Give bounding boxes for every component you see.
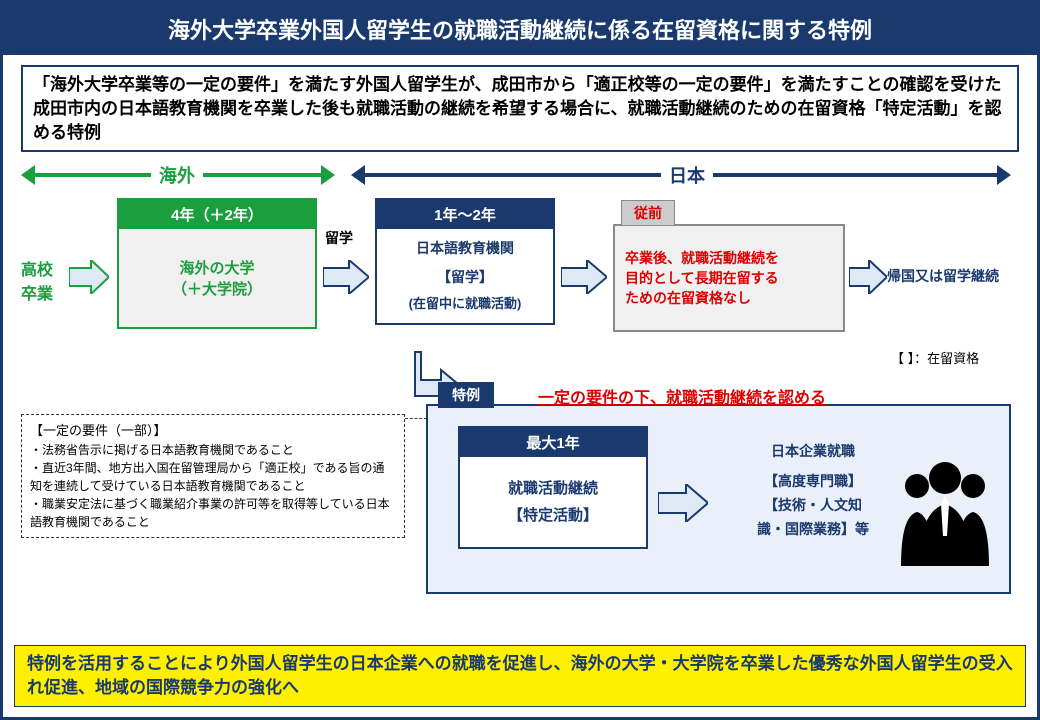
flow-row: 高校 卒業 4年（＋2年） 海外の大学 （＋大学院） 留学 1年～2年 日本語教… xyxy=(21,198,1019,378)
region-row: 海外 日本 xyxy=(21,160,1019,190)
req-title: 【一定の要件（一部）】 xyxy=(30,421,396,441)
requirements-box: 【一定の要件（一部）】 ・法務省告示に掲げる日本語教育機関であること ・直近3年… xyxy=(21,414,405,538)
page-container: 海外大学卒業外国人留学生の就職活動継続に係る在留資格に関する特例 「海外大学卒業… xyxy=(0,0,1040,720)
arrow-4 xyxy=(849,260,887,294)
arrow-2 xyxy=(323,260,369,294)
jls-box: 1年～2年 日本語教育機関 【留学】 (在留中に就職活動) xyxy=(375,198,555,325)
region-overseas: 海外 xyxy=(151,162,203,188)
result-box: 日本企業就職 【高度専門職】 【技術・人文知 識・国際業務】等 xyxy=(718,432,908,541)
jls-header: 1年～2年 xyxy=(377,200,553,229)
special-tag: 特例 xyxy=(438,382,494,408)
footer-box: 特例を活用することにより外国人留学生の日本企業への就職を促進し、海外の大学・大学… xyxy=(14,645,1026,707)
req-item: ・法務省告示に掲げる日本語教育機関であること xyxy=(30,441,396,459)
prev-box: 従前 卒業後、就職活動継続を 目的として長期在留する ための在留資格なし xyxy=(613,224,845,332)
univ-header: 4年（＋2年） xyxy=(119,200,315,229)
page-title: 海外大学卒業外国人留学生の就職活動継続に係る在留資格に関する特例 xyxy=(3,3,1037,55)
req-item: ・直近3年間、地方出入国在留管理局から「適正校」である旨の通知を連続して受けてい… xyxy=(30,459,396,495)
continuation-box: 最大1年 就職活動継続 【特定活動】 xyxy=(458,426,648,549)
highschool-label: 高校 卒業 xyxy=(21,256,65,304)
cont-body: 就職活動継続 【特定活動】 xyxy=(460,457,646,547)
description-box: 「海外大学卒業等の一定の要件」を満たす外国人留学生が、成田市から「適正校等の一定… xyxy=(21,65,1019,152)
overseas-univ-box: 4年（＋2年） 海外の大学 （＋大学院） xyxy=(117,198,317,329)
special-area: 【一定の要件（一部）】 ・法務省告示に掲げる日本語教育機関であること ・直近3年… xyxy=(21,382,1019,602)
ryugaku-label: 留学 xyxy=(325,228,353,248)
people-icon xyxy=(895,456,995,571)
cont-header: 最大1年 xyxy=(460,428,646,457)
univ-body: 海外の大学 （＋大学院） xyxy=(119,229,315,327)
arrow-5 xyxy=(658,484,708,522)
arrow-1 xyxy=(69,260,109,294)
return-label: 帰国又は留学継続 xyxy=(887,266,1017,286)
req-item: ・職業安定法に基づく職業紹介事業の許可等を取得等している日本語教育機関であること xyxy=(30,495,396,531)
arrow-3 xyxy=(561,260,607,294)
prev-tag: 従前 xyxy=(621,200,675,226)
connector-line xyxy=(405,418,427,419)
region-japan: 日本 xyxy=(661,162,713,188)
special-title: 一定の要件の下、就職活動継続を認める xyxy=(538,384,826,408)
legend-label: 【 】：在留資格 xyxy=(891,348,979,367)
special-box: 特例 一定の要件の下、就職活動継続を認める 最大1年 就職活動継続 【特定活動】… xyxy=(426,404,1011,594)
jls-body: 日本語教育機関 【留学】 (在留中に就職活動) xyxy=(377,229,553,323)
